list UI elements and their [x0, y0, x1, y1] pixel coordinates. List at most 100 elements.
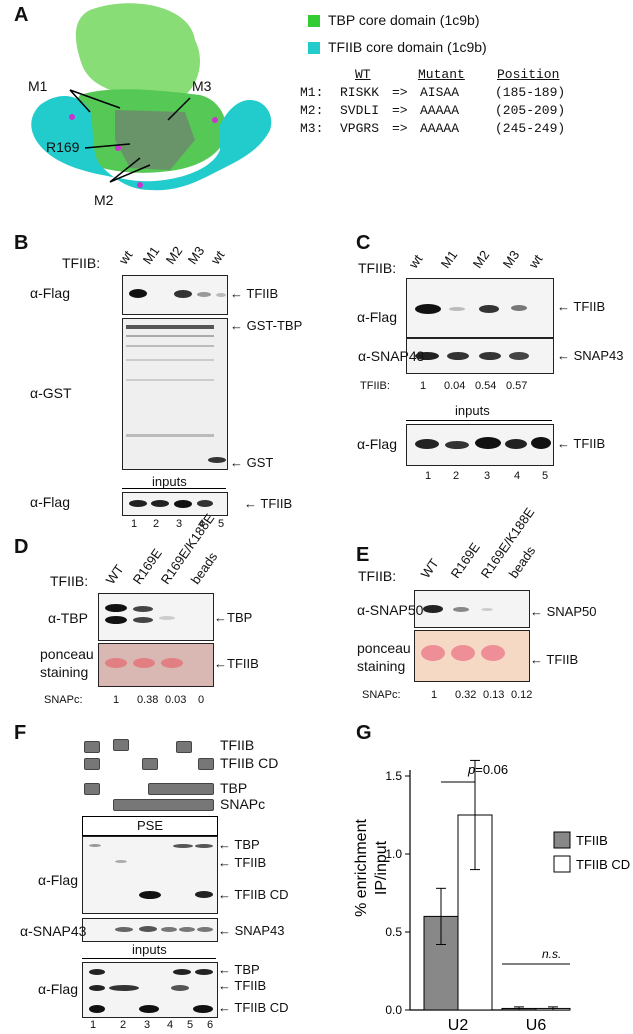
x-category-label-U6: U6 [526, 1017, 547, 1032]
schematic-tfiib-cd-lane-6 [198, 758, 214, 770]
panel-d-letter: D [14, 536, 29, 558]
p-value-annotation: p=0.06 [467, 762, 508, 777]
panel-b-lane-num-4: 4 [197, 518, 205, 530]
panel-f-snap43-band-label: ← SNAP43 [218, 923, 285, 938]
panel-f-lane-num-6: 6 [206, 1019, 214, 1031]
panel-f-tbp-input-label: ← TBP [218, 962, 260, 977]
m2-label: M2 [94, 192, 114, 208]
legend-label-TFIIB: TFIIB [576, 833, 608, 848]
panel-d-tbp-label: α-TBP [48, 610, 88, 626]
table-header-position: Position [497, 67, 560, 82]
schematic-tfiib-cd-lane-3 [142, 758, 158, 770]
y-tick-label-0: 0.0 [385, 1003, 402, 1017]
panel-d-ponceau-blot [98, 643, 214, 687]
panel-d-ponceau-label: ponceau [40, 646, 94, 662]
mutant-m2-pos: (205-209) [495, 103, 566, 118]
panel-f-tfiib-label: TFIIB [220, 737, 255, 753]
mutant-m3-name: M3: [300, 121, 324, 136]
panel-c-snap43-blot [406, 338, 554, 374]
panel-b-lane-num-1: 1 [130, 518, 138, 530]
y-axis-label-line1: % enrichment [353, 819, 370, 917]
panel-c-input-blot [406, 424, 554, 466]
panel-d-tbp-band-label: ←TBP [214, 610, 253, 625]
panel-f-snapc-label: SNAPc [220, 796, 266, 812]
panel-f-lane-num-5: 5 [186, 1019, 194, 1031]
panel-e-tfiib-band-label: ← TFIIB [530, 652, 579, 667]
panel-c-tfiib-label: TFIIB: [358, 260, 397, 276]
panel-f-flag-input-label: α-Flag [38, 981, 78, 997]
panel-b-inputs-line [122, 488, 226, 489]
mutant-m3-wt: VPGRS [340, 121, 380, 136]
panel-c-lane-num-4: 4 [513, 470, 521, 482]
panel-c-lane-num-5: 5 [541, 470, 549, 482]
panel-a-letter: A [14, 4, 29, 26]
panel-f-snap43-blot [82, 918, 218, 942]
panel-c-letter: C [356, 232, 371, 254]
panel-b-gst-band-label: ← GST [230, 455, 274, 470]
panel-b-lane-5-label: wt [207, 247, 228, 267]
panel-f-lane-num-1: 1 [89, 1019, 97, 1031]
panel-e-quant-3: 0.13 [483, 689, 505, 701]
m3-label: M3 [192, 78, 212, 94]
panel-b-tfiib-input-label: ← TFIIB [244, 496, 293, 511]
panel-e-lane-1-label: WT [417, 555, 442, 581]
r169-label: R169 [46, 139, 80, 155]
panel-e-tfiib-label: TFIIB: [358, 568, 397, 584]
ns-annotation: n.s. [542, 947, 561, 961]
y-tick-label-2: 1.0 [385, 847, 402, 861]
panel-b-gst-label: α-GST [30, 385, 72, 401]
legend-swatch-TFIIB-CD [553, 855, 571, 873]
y-tick-label-1: 0.5 [385, 925, 402, 939]
panel-e-snap50-label: α-SNAP50 [357, 602, 424, 618]
mutant-m1-name: M1: [300, 85, 324, 100]
schematic-snapc-lanes-2-6 [113, 799, 214, 811]
panel-c-inputs-label: inputs [455, 403, 490, 418]
panel-f-tbp-band-label: ← TBP [218, 837, 260, 852]
panel-c-quant-3: 0.54 [475, 380, 497, 392]
panel-f-input-blot [82, 962, 218, 1018]
schematic-tfiib-lane-2 [113, 739, 129, 751]
schematic-tfiib-lane-1 [84, 741, 100, 753]
panel-c-flag-label: α-Flag [357, 309, 397, 325]
panel-b-flag-blot [122, 275, 228, 315]
panel-b-letter: B [14, 232, 29, 254]
mutant-m1-wt: RISKK [340, 85, 380, 100]
panel-c-lane-4-label: M3 [499, 247, 523, 271]
panel-b-lane-4-label: M3 [184, 243, 208, 267]
panel-c-quant-1: 1 [420, 380, 427, 392]
mutant-m1-mut: AISAA [420, 85, 460, 100]
panel-e-ponceau-label: ponceau [357, 640, 411, 656]
y-axis-label-line2: IP/input [373, 840, 390, 895]
panel-c-snap43-label: α-SNAP43 [358, 348, 425, 364]
panel-c-snap43-band-label: ← SNAP43 [557, 348, 624, 363]
panel-e-quant-label: SNAPc: [362, 689, 401, 701]
panel-c-lane-num-1: 1 [424, 470, 432, 482]
panel-c-quant-2: 0.04 [444, 380, 466, 392]
panel-c-quant-label: TFIIB: [360, 380, 390, 392]
protein-structure-image [31, 3, 272, 191]
panel-d-quant-1: 1 [113, 694, 120, 706]
y-tick-label-3: 1.5 [385, 769, 402, 783]
panel-b-tfiib-band-label: ← TFIIB [230, 286, 279, 301]
panel-f-inputs-line [82, 958, 216, 959]
panel-b-input-blot [122, 492, 228, 516]
panel-d-staining-label: staining [40, 664, 89, 680]
pse-box: PSE [82, 816, 218, 836]
schematic-tbp-lanes-4-6 [148, 783, 214, 795]
panel-c-lane-num-2: 2 [452, 470, 460, 482]
panel-f-flag-label: α-Flag [38, 872, 78, 888]
mutant-m2-mut: AAAAA [420, 103, 460, 118]
panel-b-lane-1-label: wt [115, 247, 136, 267]
panel-f-flag-blot [82, 836, 218, 914]
panel-f-tfiib-input-label: ← TFIIB [218, 978, 267, 993]
panel-f-lane-num-4: 4 [166, 1019, 174, 1031]
tbp-legend-swatch [308, 15, 320, 27]
panel-e-snap50-blot [414, 590, 530, 628]
panel-b-lane-2-label: M1 [139, 243, 163, 267]
panel-f-tbp-label: TBP [220, 780, 248, 796]
mutant-m2-arrow: => [392, 103, 408, 118]
panel-d-quant-3: 0.03 [165, 694, 187, 706]
panel-g-letter: G [356, 722, 372, 744]
panel-c-tfiib-band-label: ← TFIIB [557, 299, 606, 314]
panel-d-quant-2: 0.38 [137, 694, 159, 706]
